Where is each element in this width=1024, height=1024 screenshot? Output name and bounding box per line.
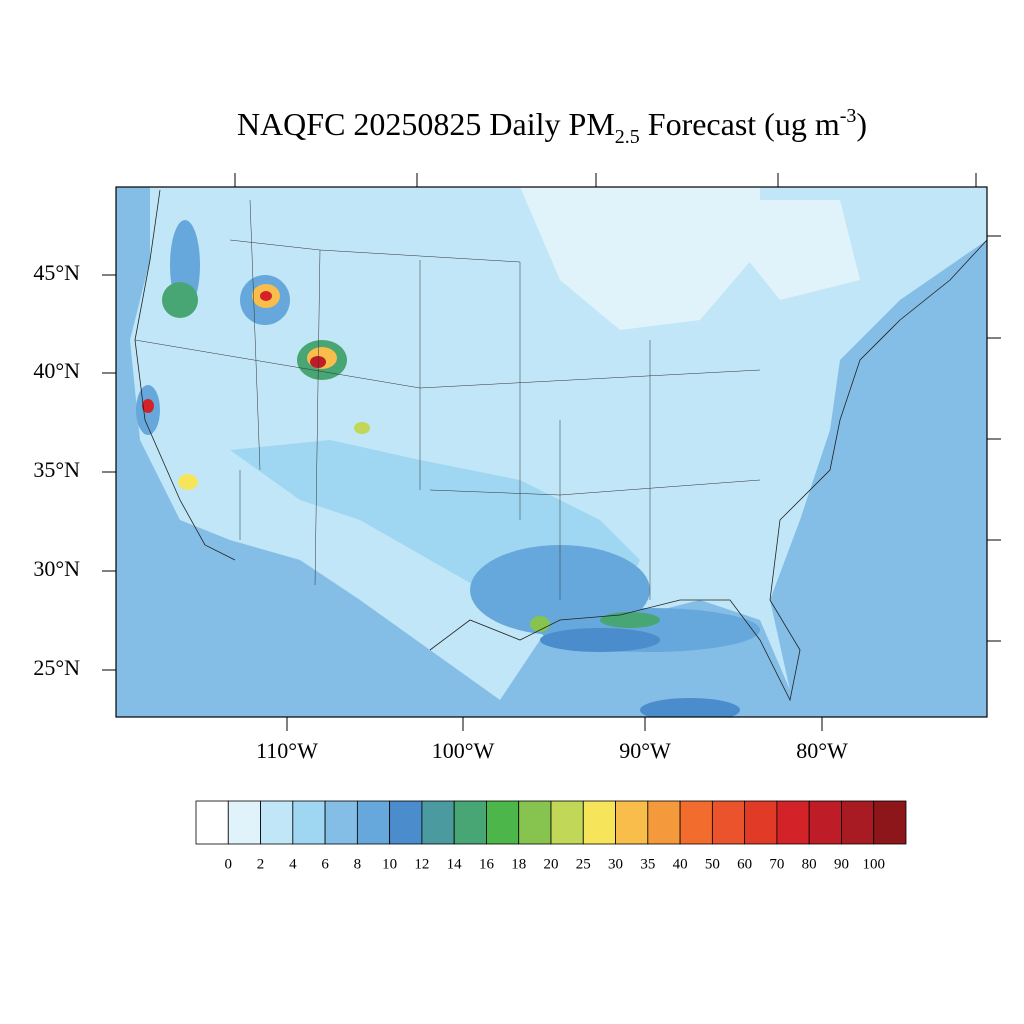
lon-label: 100°W: [432, 738, 495, 763]
colorbar-box: [292, 800, 326, 845]
title-middle: Forecast (ug m: [640, 106, 840, 142]
plume: [178, 474, 198, 490]
colorbar-box: [260, 800, 294, 845]
colorbar-label: 4: [289, 856, 297, 872]
colorbar-box: [453, 800, 487, 845]
colorbar-label: 14: [447, 856, 463, 872]
title-end: ): [856, 106, 867, 142]
colorbar-label: 90: [834, 856, 849, 872]
lat-label: 45°N: [33, 260, 80, 285]
plume: [162, 282, 198, 318]
colorbar: 0 2 4 6 8 10 12 14 16 18 20 25 30 35 40 50 60 70 80 90 100: [195, 800, 907, 872]
state-borders: [134, 199, 761, 600]
colorbar-box: [615, 800, 649, 845]
colorbar-box: [647, 800, 681, 845]
colorbar-box: [711, 800, 746, 845]
colorbar-label: 20: [544, 856, 559, 872]
lat-label: 40°N: [33, 358, 80, 383]
colorbar-label: 0: [225, 856, 233, 872]
colorbar-label: 16: [479, 856, 495, 872]
colorbar-box: [195, 800, 229, 845]
title-main: NAQFC 20250825 Daily PM: [237, 106, 615, 142]
lat-label: 30°N: [33, 556, 80, 581]
plume: [310, 356, 326, 368]
colorbar-label: 35: [640, 856, 655, 872]
lon-label: 80°W: [796, 738, 848, 763]
colorbar-label: 60: [737, 856, 752, 872]
plume: [260, 291, 272, 301]
high-region: [540, 628, 660, 652]
colorbar-box: [679, 800, 713, 845]
title-sub: 2.5: [615, 126, 640, 148]
plume: [600, 612, 660, 628]
colorbar-box: [324, 800, 358, 845]
lat-label: 25°N: [33, 655, 80, 680]
colorbar-box: [582, 800, 616, 845]
colorbar-label: 30: [608, 856, 623, 872]
colorbar-box: [776, 800, 810, 845]
colorbar-label: 40: [673, 856, 688, 872]
plume: [354, 422, 370, 434]
colorbar-label: 70: [769, 856, 784, 872]
colorbar-box: [421, 800, 455, 845]
title-sup: -3: [840, 105, 857, 127]
plume: [530, 616, 550, 632]
plume: [142, 399, 154, 413]
map: [115, 173, 1001, 718]
axes: 45°N 40°N 35°N 30°N 25°N 110°W 100°W 90°W 80°W: [33, 260, 848, 763]
colorbar-box: [808, 800, 842, 845]
colorbar-label: 50: [705, 856, 720, 872]
colorbar-label: 2: [257, 856, 265, 872]
colorbar-box: [841, 800, 875, 845]
frame-ticks: [234, 173, 1001, 642]
colorbar-label: 100: [862, 856, 885, 872]
lat-label: 35°N: [33, 457, 80, 482]
colorbar-label: 12: [414, 856, 429, 872]
title: NAQFC 20250825 Daily PM2.5 Forecast (ug …: [237, 105, 867, 148]
colorbar-label: 25: [576, 856, 591, 872]
colorbar-box: [486, 800, 520, 845]
colorbar-box: [550, 800, 584, 845]
low-region: [520, 187, 760, 330]
colorbar-label: 10: [382, 856, 397, 872]
colorbar-label: 6: [321, 856, 329, 872]
colorbar-box: [873, 800, 907, 845]
coastline: [134, 189, 987, 702]
lon-label: 90°W: [619, 738, 671, 763]
colorbar-label: 80: [802, 856, 817, 872]
low-region: [700, 200, 860, 300]
colorbar-label: 18: [511, 856, 526, 872]
high-region: [640, 698, 740, 717]
lon-label: 110°W: [256, 738, 318, 763]
colorbar-label: 8: [354, 856, 362, 872]
colorbar-box: [744, 800, 778, 845]
colorbar-box: [227, 800, 261, 845]
colorbar-box: [518, 800, 552, 845]
map-frame: [115, 186, 988, 718]
colorbar-box: [389, 800, 423, 845]
land: [130, 187, 987, 700]
colorbar-box: [356, 800, 391, 845]
